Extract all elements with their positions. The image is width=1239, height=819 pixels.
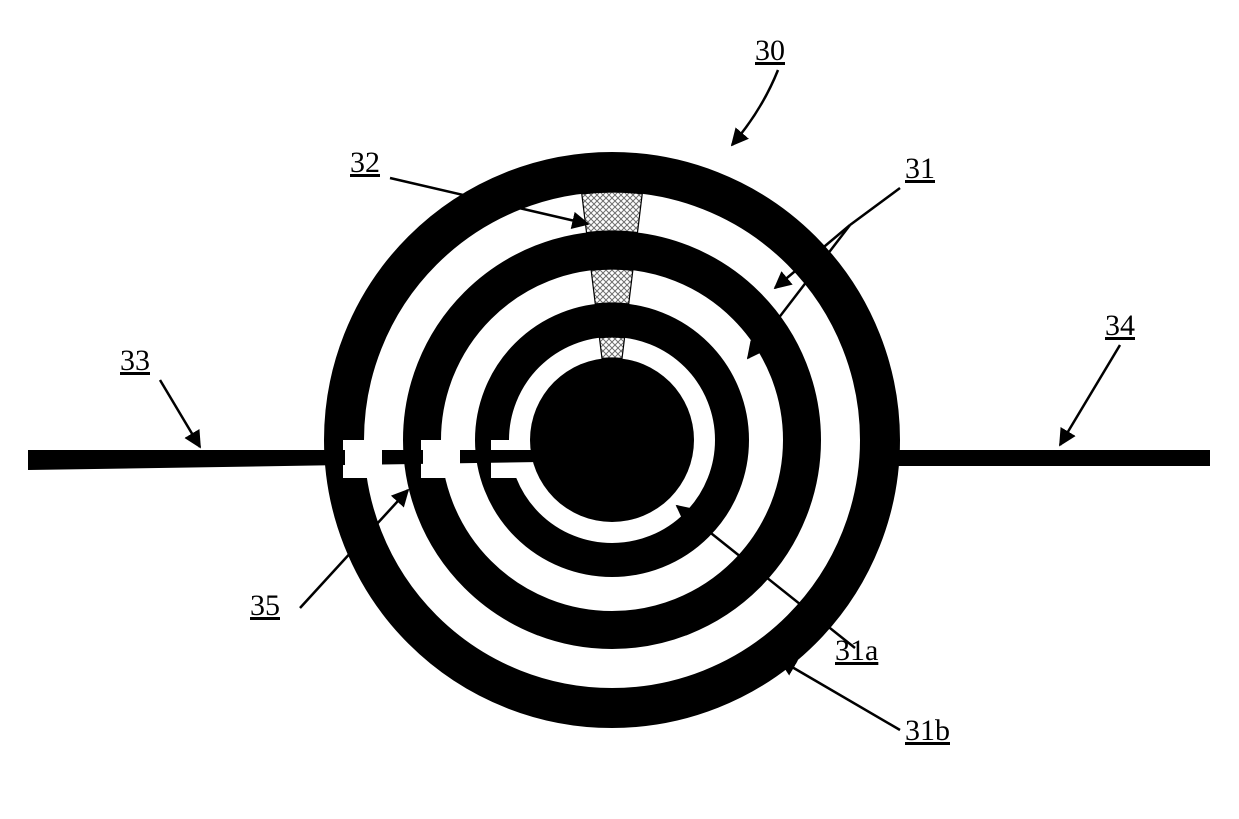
patent-figure: 30 32 31 34 33 35 31a 31b <box>0 0 1239 819</box>
ring-gap <box>421 440 462 478</box>
hatch-wedge <box>599 337 624 359</box>
label-31a: 31a <box>835 634 878 667</box>
leader-31-trunk <box>850 188 900 225</box>
hatch-wedge <box>591 269 633 304</box>
label-33: 33 <box>120 344 150 377</box>
label-34: 34 <box>1105 309 1135 342</box>
label-31b: 31b <box>905 714 950 747</box>
left-stub <box>28 450 345 470</box>
label-30: 30 <box>755 34 785 67</box>
hatch-wedge <box>582 192 642 233</box>
label-35: 35 <box>250 589 280 622</box>
leader-34 <box>1060 345 1120 445</box>
ring-assembly <box>28 172 1210 708</box>
right-stub <box>880 450 1210 466</box>
label-31: 31 <box>905 152 935 185</box>
label-32: 32 <box>350 146 380 179</box>
leader-30 <box>732 70 778 145</box>
leader-31b <box>780 660 900 730</box>
ring-gap <box>343 440 384 478</box>
left-stub <box>382 450 423 464</box>
left-stub <box>460 450 540 463</box>
core-disc <box>530 358 694 522</box>
leader-33 <box>160 380 200 447</box>
